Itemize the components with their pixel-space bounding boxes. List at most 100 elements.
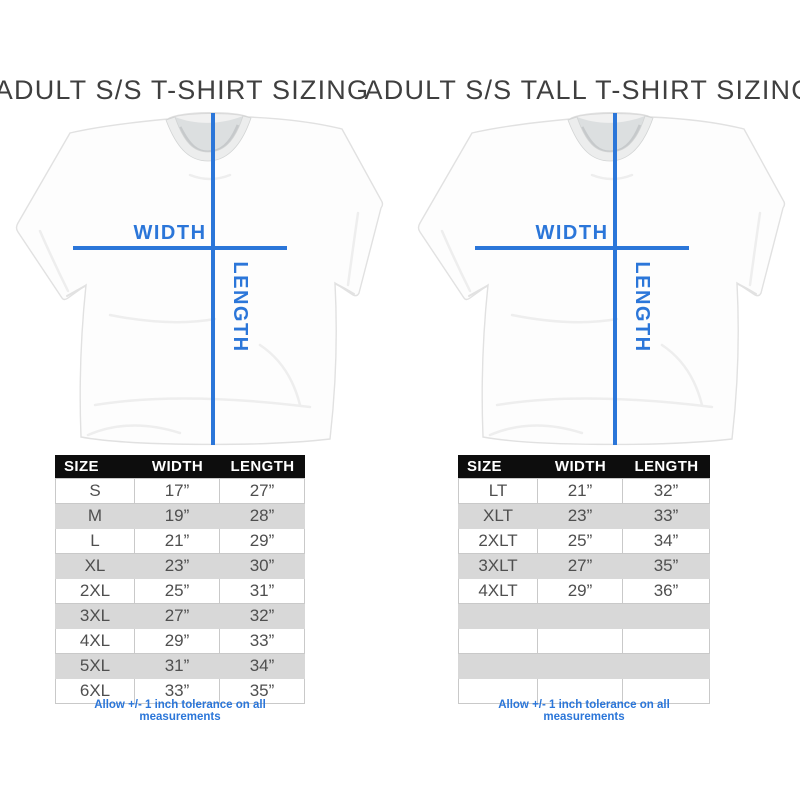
length-cell: 34” — [220, 654, 305, 679]
size-cell: 4XL — [55, 629, 135, 654]
table-row — [458, 654, 710, 679]
size-cell: XLT — [458, 504, 538, 529]
length-label: LENGTH — [229, 261, 251, 352]
width-cell: 33” — [135, 679, 220, 704]
length-cell: 27” — [220, 478, 305, 504]
table-row: 2XL 25” 31” — [55, 579, 305, 604]
length-cell: 33” — [220, 629, 305, 654]
width-cell: 25” — [135, 579, 220, 604]
size-cell — [458, 629, 538, 654]
width-cell: 17” — [135, 478, 220, 504]
table-row — [458, 604, 710, 629]
table-row: L 21” 29” — [55, 529, 305, 554]
table-row — [458, 629, 710, 654]
tshirt-silhouette — [15, 112, 384, 446]
table-row: XL 23” 30” — [55, 554, 305, 579]
chart-title-tall: ADULT S/S TALL T-SHIRT SIZING — [364, 75, 800, 105]
table-header: SIZE WIDTH LENGTH — [55, 455, 305, 478]
table-row: 3XLT 27” 35” — [458, 554, 710, 579]
table-row: S 17” 27” — [55, 478, 305, 504]
length-cell — [623, 629, 710, 654]
header-size: SIZE — [55, 455, 135, 478]
width-cell: 29” — [538, 579, 623, 604]
width-cell: 25” — [538, 529, 623, 554]
width-label: WIDTH — [535, 222, 608, 244]
size-cell — [458, 654, 538, 679]
size-cell: XL — [55, 554, 135, 579]
length-cell: 35” — [220, 679, 305, 704]
width-cell: 21” — [538, 478, 623, 504]
table-header-row: SIZE WIDTH LENGTH — [458, 455, 710, 478]
size-cell — [458, 679, 538, 704]
table-row: XLT 23” 33” — [458, 504, 710, 529]
width-cell: 31” — [135, 654, 220, 679]
width-cell: 21” — [135, 529, 220, 554]
chart-title-regular: ADULT S/S T-SHIRT SIZING — [0, 75, 370, 105]
length-cell — [623, 654, 710, 679]
length-cell — [623, 604, 710, 629]
width-cell: 27” — [135, 604, 220, 629]
length-label: LENGTH — [631, 261, 653, 352]
length-cell: 35” — [623, 554, 710, 579]
table-row: 3XL 27” 32” — [55, 604, 305, 629]
tshirt-collar-band — [165, 115, 252, 162]
table-header-row: SIZE WIDTH LENGTH — [55, 455, 305, 478]
size-table-regular: SIZE WIDTH LENGTH S 17” 27” M 19” 28” L … — [55, 455, 305, 704]
size-cell: S — [55, 478, 135, 504]
tshirt-collar-band — [567, 115, 654, 162]
width-cell: 23” — [135, 554, 220, 579]
header-size: SIZE — [458, 455, 538, 478]
width-cell: 27” — [538, 554, 623, 579]
size-cell: 3XL — [55, 604, 135, 629]
length-cell: 29” — [220, 529, 305, 554]
size-cell: LT — [458, 478, 538, 504]
size-table-tall: SIZE WIDTH LENGTH LT 21” 32” XLT 23” 33”… — [458, 455, 710, 704]
width-cell — [538, 679, 623, 704]
size-cell: M — [55, 504, 135, 529]
width-cell — [538, 629, 623, 654]
width-cell: 29” — [135, 629, 220, 654]
width-cell — [538, 654, 623, 679]
size-cell: 5XL — [55, 654, 135, 679]
size-cell: 6XL — [55, 679, 135, 704]
table-row: 4XL 29” 33” — [55, 629, 305, 654]
length-cell: 33” — [623, 504, 710, 529]
tshirt-diagram-tall: WIDTH LENGTH — [417, 112, 786, 446]
length-cell — [623, 679, 710, 704]
length-cell: 28” — [220, 504, 305, 529]
size-cell: 3XLT — [458, 554, 538, 579]
length-cell: 31” — [220, 579, 305, 604]
underarm-seams — [468, 283, 757, 297]
header-length: LENGTH — [623, 455, 710, 478]
tshirt-diagram-regular: WIDTH LENGTH — [15, 112, 384, 446]
header-width: WIDTH — [135, 455, 220, 478]
length-cell: 30” — [220, 554, 305, 579]
header-length: LENGTH — [220, 455, 305, 478]
table-row: LT 21” 32” — [458, 478, 710, 504]
table-row: 4XLT 29” 36” — [458, 579, 710, 604]
length-cell: 32” — [220, 604, 305, 629]
size-cell: 2XLT — [458, 529, 538, 554]
size-cell: 2XL — [55, 579, 135, 604]
length-cell: 34” — [623, 529, 710, 554]
width-label: WIDTH — [133, 222, 206, 244]
table-row — [458, 679, 710, 704]
tshirt-silhouette — [417, 112, 786, 446]
size-cell: L — [55, 529, 135, 554]
table-row: 6XL 33” 35” — [55, 679, 305, 704]
tolerance-note: Allow +/- 1 inch tolerance on all measur… — [94, 699, 266, 723]
table-row: M 19” 28” — [55, 504, 305, 529]
size-cell: 4XLT — [458, 579, 538, 604]
table-row: 2XLT 25” 34” — [458, 529, 710, 554]
table-header: SIZE WIDTH LENGTH — [458, 455, 710, 478]
wrinkle-lines — [38, 173, 360, 437]
size-cell — [458, 604, 538, 629]
length-cell: 36” — [623, 579, 710, 604]
underarm-seams — [66, 283, 355, 297]
tolerance-note: Allow +/- 1 inch tolerance on all measur… — [498, 699, 670, 723]
width-cell: 23” — [538, 504, 623, 529]
header-width: WIDTH — [538, 455, 623, 478]
wrinkle-lines — [440, 173, 762, 437]
width-cell: 19” — [135, 504, 220, 529]
